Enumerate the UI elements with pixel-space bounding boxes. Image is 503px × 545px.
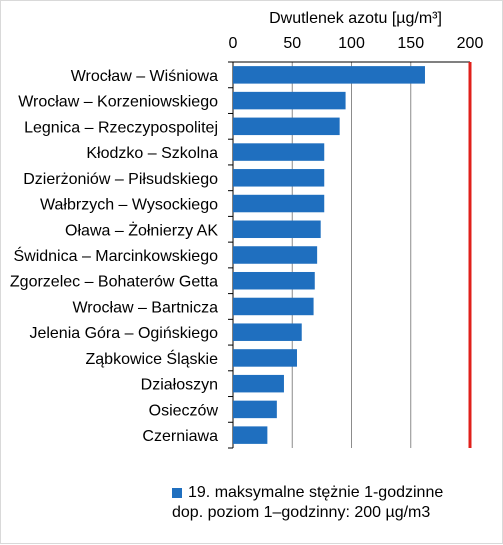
y-category-label: Dzierżoniów – Piłsudskiego <box>23 171 218 188</box>
x-tick-label: 150 <box>397 35 424 52</box>
y-category-label: Wałbrzych – Wysockiego <box>40 197 218 214</box>
bar <box>233 91 346 110</box>
bar <box>233 297 314 316</box>
bar <box>233 349 297 367</box>
bar <box>233 66 425 84</box>
x-tick-label: 100 <box>338 35 365 52</box>
y-category-label: Wrocław – Korzeniowskiego <box>18 94 218 111</box>
bar <box>233 220 321 239</box>
legend-entry-limit: dop. poziom 1–godzinny: 200 µg/m3 <box>172 503 472 523</box>
legend-swatch <box>172 488 182 498</box>
x-axis-title: Dwutlenek azotu [µg/m³] <box>269 10 442 27</box>
y-category-label: Legnica – Rzeczypospolitej <box>24 119 218 136</box>
bar <box>233 194 325 213</box>
y-category-label: Oława – Żołnierzy AK <box>65 220 218 239</box>
bar <box>233 246 318 264</box>
bar <box>233 374 284 393</box>
legend: 19. maksymalne stężnie 1-godzinne dop. p… <box>172 483 472 523</box>
y-category-label: Jelenia Góra – Ogińskiego <box>29 325 218 342</box>
bar <box>233 426 268 444</box>
bar <box>233 271 315 290</box>
bar <box>233 169 325 187</box>
y-category-label: Czerniawa <box>142 428 218 445</box>
y-category-label: Osieczów <box>149 402 219 419</box>
legend-label-limit: dop. poziom 1–godzinny: 200 µg/m3 <box>172 504 431 521</box>
bar <box>233 143 325 161</box>
y-category-label: Wrocław – Bartnicza <box>72 299 218 316</box>
legend-label-series: 19. maksymalne stężnie 1-godzinne <box>188 484 444 501</box>
y-category-label: Świdnica – Marcinkowskiego <box>13 246 218 265</box>
y-category-label: Ząbkowice Śląskie <box>86 349 219 368</box>
legend-entry-series: 19. maksymalne stężnie 1-godzinne <box>172 483 472 503</box>
y-category-label: Wrocław – Wiśniowa <box>71 68 218 85</box>
y-category-label: Zgorzelec – Bohaterów Getta <box>10 274 218 291</box>
bar <box>233 117 340 136</box>
bar <box>233 400 277 419</box>
bar <box>233 323 302 341</box>
x-tick-label: 200 <box>457 35 484 52</box>
x-tick-label: 50 <box>283 35 301 52</box>
x-tick-label: 0 <box>229 35 238 52</box>
y-category-label: Kłodzko – Szkolna <box>86 145 218 162</box>
y-category-label: Działoszyn <box>141 377 218 394</box>
